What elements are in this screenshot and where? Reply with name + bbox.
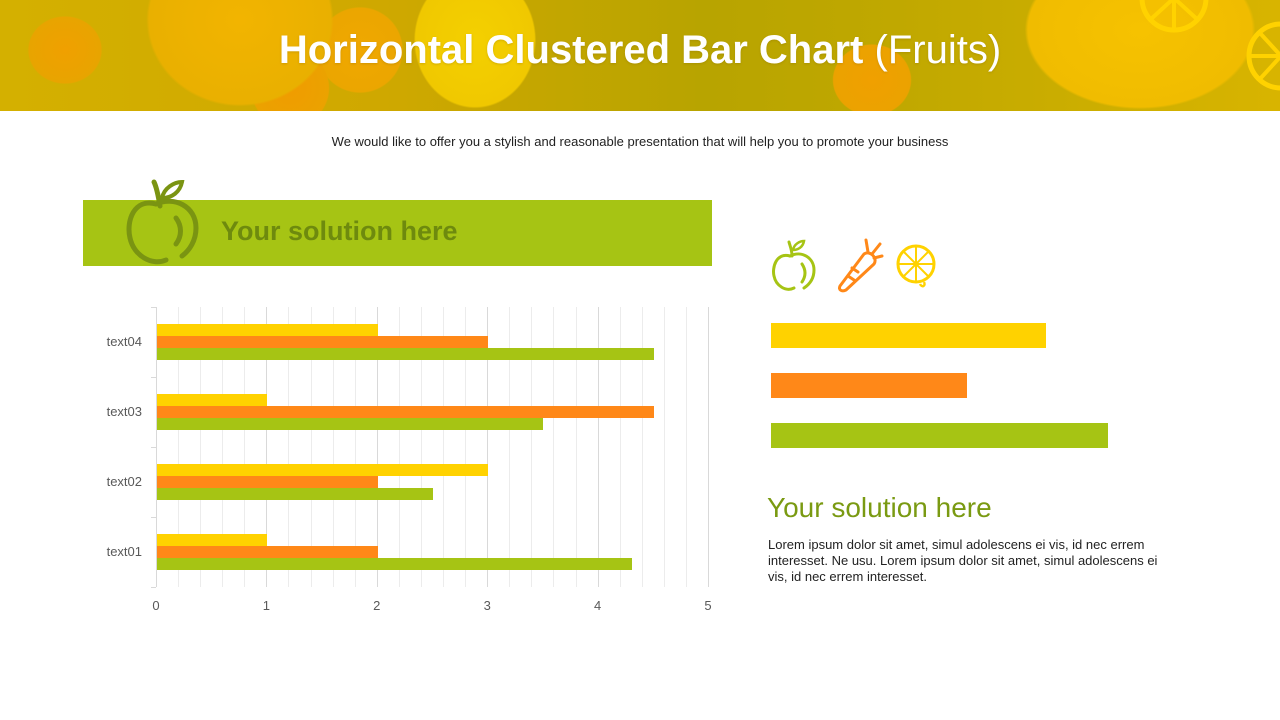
major-gridline [487, 307, 489, 587]
lemon-icon [896, 244, 936, 288]
minor-gridline [222, 307, 224, 587]
page-title: Horizontal Clustered Bar Chart (Fruits) [0, 28, 1280, 73]
summary-bar-orange [771, 373, 967, 398]
minor-gridline [310, 307, 312, 587]
bar-text03-series-yellow [157, 394, 268, 406]
minor-gridline [354, 307, 356, 587]
right-heading: Your solution here [767, 492, 992, 523]
y-axis-tick [151, 307, 156, 308]
major-gridline [708, 307, 709, 587]
summary-bar-yellow [771, 323, 1046, 348]
bar-text03-series-green [157, 418, 544, 430]
x-axis-label: 2 [373, 598, 381, 613]
minor-gridline [244, 307, 246, 587]
major-gridline [266, 307, 268, 587]
carrot-icon [838, 238, 884, 293]
y-axis-tick [151, 447, 156, 448]
minor-gridline [531, 307, 533, 587]
major-gridline [597, 307, 599, 587]
subtitle: We would like to offer you a stylish and… [331, 134, 949, 149]
minor-gridline [200, 307, 202, 587]
summary-bar-green [771, 423, 1108, 448]
apple-icon [126, 179, 199, 265]
y-axis-label: text04 [106, 334, 142, 349]
bar-text02-series-orange [157, 476, 378, 488]
bar-text04-series-yellow [157, 324, 378, 336]
bar-text02-series-green [157, 488, 433, 500]
x-axis-label: 5 [704, 598, 712, 613]
bar-text04-series-green [157, 348, 654, 360]
header-banner: Horizontal Clustered Bar Chart (Fruits) [0, 0, 1280, 111]
minor-gridline [663, 307, 665, 587]
plot-area [151, 307, 709, 588]
y-axis [156, 307, 157, 587]
minor-gridline [420, 307, 422, 587]
bar-text01-series-green [157, 558, 632, 570]
bar-text03-series-orange [157, 406, 654, 418]
lemon-icon [1139, 0, 1209, 33]
bar-text04-series-orange [157, 336, 489, 348]
right-body-text: Lorem ipsum dolor sit amet, simul adoles… [768, 537, 1158, 584]
bar-chart: text01 text02 text03 text04 0 1 2 3 4 5 [90, 300, 720, 620]
minor-gridline [575, 307, 577, 587]
x-axis-label: 3 [483, 598, 491, 613]
x-axis-label: 4 [593, 598, 602, 613]
x-axis-label: 1 [262, 598, 270, 613]
minor-gridline [443, 307, 445, 587]
bar-text02-series-yellow [157, 464, 489, 476]
title-bold: Horizontal Clustered Bar Chart [278, 28, 864, 72]
minor-gridline [398, 307, 400, 587]
minor-gridline [465, 307, 467, 587]
solution-banner-text: Your solution here [221, 216, 458, 246]
minor-gridline [619, 307, 621, 587]
x-axis-label: 0 [152, 598, 160, 613]
minor-gridline [685, 307, 687, 587]
bar-text01-series-orange [157, 546, 378, 558]
minor-gridline [332, 307, 334, 587]
minor-gridline [178, 307, 180, 587]
y-axis-label: text01 [106, 544, 142, 559]
y-axis-label: text03 [106, 404, 142, 419]
minor-gridline [553, 307, 555, 587]
major-gridline [376, 307, 378, 587]
minor-gridline [641, 307, 643, 587]
minor-gridline [509, 307, 511, 587]
y-axis-tick [151, 377, 156, 378]
y-axis-tick [151, 587, 156, 588]
minor-gridline [288, 307, 290, 587]
y-axis-label: text02 [106, 474, 142, 489]
apple-icon [772, 239, 816, 291]
title-light: (Fruits) [874, 28, 1002, 72]
bar-text01-series-yellow [157, 534, 268, 546]
y-axis-tick [151, 517, 156, 518]
lemon-icon [1246, 21, 1280, 91]
